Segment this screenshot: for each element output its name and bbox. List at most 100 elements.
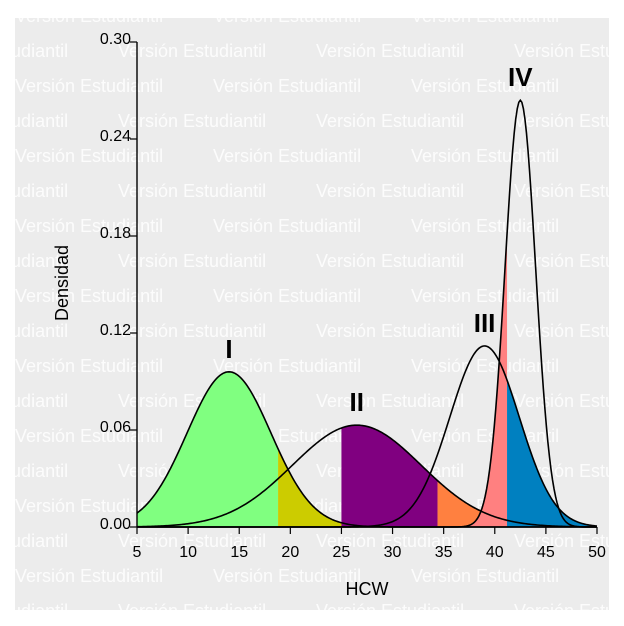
watermark-text: Versión Estudiantil <box>411 6 559 26</box>
watermark-text: Versión Estudiantil <box>0 461 68 481</box>
watermark-text: Versión Estudiantil <box>411 286 559 306</box>
watermark-text: Versión Estudiantil <box>118 601 266 621</box>
shaded-region-IV <box>464 233 508 527</box>
watermark-text: Versión Estudiantil <box>15 426 163 446</box>
watermark-text: Versión Estudiantil <box>15 146 163 166</box>
watermark-text: Versión Estudiantil <box>411 216 559 236</box>
watermark-text: Versión Estudiantil <box>514 111 624 131</box>
watermark-text: Versión Estudiantil <box>609 146 624 166</box>
watermark-text: Versión Estudiantil <box>118 181 266 201</box>
watermark-text: Versión Estudiantil <box>316 41 464 61</box>
shaded-region-III <box>507 380 597 527</box>
watermark-text: Versión Estudiantil <box>514 321 624 341</box>
y-tick-label: 0.18 <box>100 225 131 242</box>
axes: 5 10 15 20 25 30 35 40 45 50 0.00 0.06 0.12 0.18 0.24 0… <box>100 31 606 561</box>
watermark-text: Versión Estudiantil <box>609 6 624 26</box>
x-tick-label: 20 <box>281 544 299 561</box>
curve-label-I: I <box>225 334 232 364</box>
watermark-text: Versión Estudiantil <box>15 286 163 306</box>
watermark-text: Versión Estudiantil <box>118 321 266 341</box>
watermark-text: Versión Estudiantil <box>411 146 559 166</box>
y-axis-title: Densidad <box>52 245 72 321</box>
watermark-text: Versión Estudiantil <box>609 356 624 376</box>
watermark-text: Versión Estudiantil <box>0 321 68 341</box>
x-tick-label: 15 <box>230 544 248 561</box>
curve-label-IV: IV <box>508 62 533 92</box>
watermark-text: Versión Estudiantil <box>411 76 559 96</box>
watermark-text: Versión Estudiantil <box>213 6 361 26</box>
watermark-text: Versión Estudiantil <box>0 601 68 621</box>
shaded-region-II <box>341 425 438 527</box>
density-curve-II <box>136 424 598 528</box>
watermark-text: Versión Estudiantil <box>15 76 163 96</box>
y-tick-label: 0.24 <box>100 128 131 145</box>
x-tick-label: 45 <box>537 544 555 561</box>
watermark-text: Versión Estudiantil <box>118 531 266 551</box>
x-tick-label: 5 <box>133 544 142 561</box>
watermark-text: Versión Estudiantil <box>411 426 559 446</box>
watermark-text: Versión Estudiantil <box>213 76 361 96</box>
watermark-text: Versión Estudiantil <box>316 251 464 271</box>
shaded-region-I <box>278 448 444 527</box>
watermark-layer: Versión Estudiantil Versión Estudiantil Ve… <box>0 6 624 621</box>
watermark-text: Versión Estudiantil <box>15 356 163 376</box>
y-tick-label: 0.00 <box>100 516 131 533</box>
watermark-text: Versión Estudiantil <box>213 566 361 586</box>
shaded-region-II <box>437 480 597 527</box>
x-tick-label: 35 <box>435 544 453 561</box>
watermark-text: Versión Estudiantil <box>514 391 624 411</box>
watermark-text: Versión Estudiantil <box>316 531 464 551</box>
watermark-text: Versión Estudiantil <box>609 76 624 96</box>
watermark-text: Versión Estudiantil <box>316 181 464 201</box>
watermark-text: Versión Estudiantil <box>514 41 624 61</box>
watermark-text: Versión Estudiantil <box>514 461 624 481</box>
watermark-text: Versión Estudiantil <box>15 6 163 26</box>
watermark-text: Versión Estudiantil <box>411 566 559 586</box>
curve-label-III: III <box>474 308 496 338</box>
watermark-text: Versión Estudiantil <box>118 111 266 131</box>
watermark-text: Versión Estudiantil <box>0 111 68 131</box>
watermark-text: Versión Estudiantil <box>0 391 68 411</box>
watermark-text: Versión Estudiantil <box>609 496 624 516</box>
watermark-text: Versión Estudiantil <box>118 41 266 61</box>
x-tick-label: 40 <box>486 544 504 561</box>
watermark-text: Versión Estudiantil <box>514 181 624 201</box>
watermark-text: Versión Estudiantil <box>609 216 624 236</box>
watermark-text: Versión Estudiantil <box>514 601 624 621</box>
watermark-text: Versión Estudiantil <box>514 531 624 551</box>
watermark-text: Versión Estudiantil <box>0 41 68 61</box>
watermark-text: Versión Estudiantil <box>0 251 68 271</box>
watermark-text: Versión Estudiantil <box>118 251 266 271</box>
watermark-text: Versión Estudiantil <box>213 356 361 376</box>
watermark-text: Versión Estudiantil <box>609 426 624 446</box>
watermark-text: Versión Estudiantil <box>213 146 361 166</box>
watermark-text: Versión Estudiantil <box>0 531 68 551</box>
y-tick-label: 0.12 <box>100 322 131 339</box>
watermark-text: Versión Estudiantil <box>0 181 68 201</box>
x-tick-label: 25 <box>333 544 351 561</box>
watermark-text: Versión Estudiantil <box>213 216 361 236</box>
y-tick-label: 0.06 <box>100 419 131 436</box>
x-tick-label: 50 <box>588 544 606 561</box>
watermark-text: Versión Estudiantil <box>609 286 624 306</box>
watermark-text: Versión Estudiantil <box>609 566 624 586</box>
watermark-text: Versión Estudiantil <box>316 391 464 411</box>
watermark-text: Versión Estudiantil <box>316 111 464 131</box>
y-tick-label: 0.30 <box>100 31 131 48</box>
x-tick-label: 30 <box>384 544 402 561</box>
watermark-text: Versión Estudiantil <box>15 496 163 516</box>
watermark-text: Versión Estudiantil <box>411 356 559 376</box>
watermark-text: Versión Estudiantil <box>514 251 624 271</box>
watermark-text: Versión Estudiantil <box>213 286 361 306</box>
shaded-region-I <box>137 371 279 527</box>
curve-label-II: II <box>350 387 364 417</box>
watermark-text: Versión Estudiantil <box>316 321 464 341</box>
watermark-text: Versión Estudiantil <box>316 601 464 621</box>
shaded-regions <box>137 233 597 527</box>
watermark-text: Versión Estudiantil <box>15 566 163 586</box>
x-axis-title: HCW <box>346 579 389 599</box>
x-tick-label: 10 <box>179 544 197 561</box>
watermark-text: Versión Estudiantil <box>15 216 163 236</box>
